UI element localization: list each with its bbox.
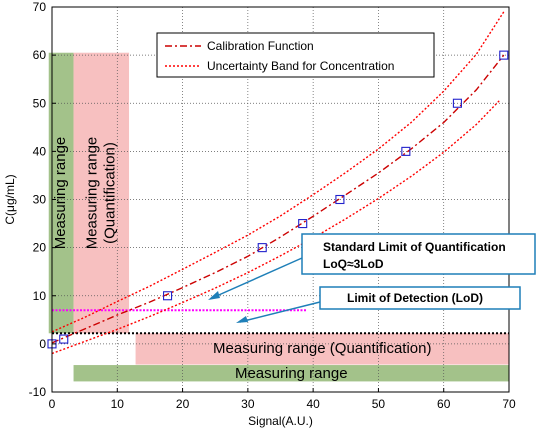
reference-lines xyxy=(52,309,509,335)
loq-arrow-head xyxy=(208,291,220,300)
calibration-point xyxy=(452,98,462,108)
x-tick-label: 40 xyxy=(306,397,320,411)
calibration-point xyxy=(257,243,267,253)
horizontal-quantification-range xyxy=(135,333,509,365)
legend-label: Uncertainty Band for Concentration xyxy=(207,59,394,73)
x-axis-label: Signal(A.U.) xyxy=(248,414,313,428)
y-tick-label: 30 xyxy=(33,193,47,207)
y-tick-label: 50 xyxy=(33,96,47,110)
shaded-regions xyxy=(48,52,510,382)
calibration-point xyxy=(499,50,509,60)
axes: 0 10 20 30 40 50 60 70-10010203040506070Signal(… xyxy=(3,0,516,428)
y-tick-label: 0 xyxy=(39,337,46,351)
loq-callout-arrow xyxy=(211,257,303,299)
region-labels: Measuring range Measuring range (Quantific… xyxy=(52,137,431,382)
vertical-quantification-range xyxy=(73,52,130,334)
series-lines xyxy=(51,11,505,355)
series-line xyxy=(51,100,500,355)
y-tick-label: -10 xyxy=(29,385,47,399)
x-tick-label: 50 xyxy=(372,397,386,411)
vertical-quantification-label-line1: Measuring range xyxy=(83,137,100,250)
legend-label: Calibration Function xyxy=(207,39,314,53)
x-tick-label: 0 xyxy=(49,397,56,411)
lod-callout-box xyxy=(319,286,521,310)
x-tick-label: 30 xyxy=(241,397,255,411)
calibration-point xyxy=(59,334,69,344)
lod-callout-arrow xyxy=(239,301,321,323)
vertical-measuring-range xyxy=(48,52,74,334)
x-tick-label: 10 xyxy=(111,397,125,411)
calibration-point xyxy=(335,194,345,205)
calibration-point xyxy=(298,219,308,229)
y-tick-label: 40 xyxy=(33,144,47,158)
vertical-quantification-label-line2: (Quantification) xyxy=(101,142,118,244)
loq-callout-box xyxy=(301,233,536,275)
vertical-measuring-range-label: Measuring range xyxy=(52,137,69,250)
loq-label-line1: Standard Limit of Quantification xyxy=(323,240,506,254)
x-tick-label: 20 xyxy=(176,397,190,411)
horizontal-measuring-range-label: Measuring range xyxy=(235,365,348,382)
series-line xyxy=(51,11,505,333)
calibration-points xyxy=(47,50,509,349)
y-tick-label: 20 xyxy=(33,241,47,255)
x-tick-label: 70 xyxy=(502,397,516,411)
horizontal-quantification-label: Measuring range (Quantification) xyxy=(213,340,431,357)
legend: Calibration Function Uncertainty Band for… xyxy=(156,32,435,78)
legend-box xyxy=(156,32,435,78)
y-tick-label: 10 xyxy=(33,289,47,303)
calibration-point xyxy=(401,146,411,156)
lod-label: Limit of Detection (LoD) xyxy=(347,291,483,305)
y-axis-label: C(μg/mL) xyxy=(3,174,17,224)
y-tick-label: 70 xyxy=(33,0,47,14)
lod-arrow-head xyxy=(236,316,248,323)
loq-label-line2: LoQ≈3LoD xyxy=(323,257,384,271)
callouts: Standard Limit of Quantification LoQ≈3LoD… xyxy=(208,233,536,323)
series-line xyxy=(51,54,505,344)
y-tick-label: 60 xyxy=(33,48,47,62)
calibration-point xyxy=(163,291,173,301)
x-tick-label: 60 xyxy=(437,397,451,411)
horizontal-measuring-range xyxy=(73,365,510,382)
